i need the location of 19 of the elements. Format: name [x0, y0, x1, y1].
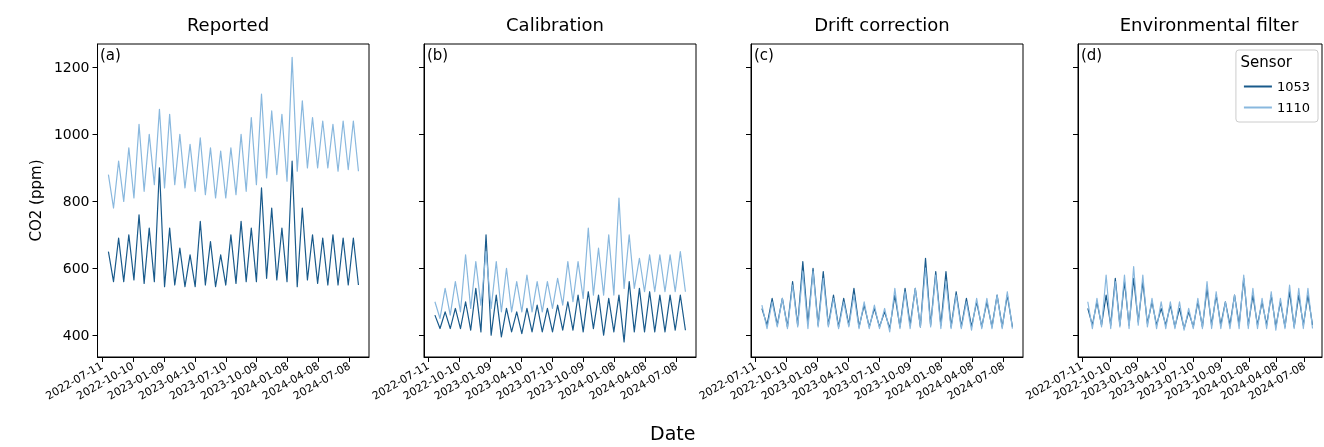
x-axis-title: Date [650, 421, 696, 444]
y-tick-label: 800 [62, 193, 90, 210]
y-tick-label: 1000 [53, 126, 90, 143]
annotation: (a) [100, 45, 121, 64]
legend-label: 1053 [1276, 79, 1311, 94]
y-tick-label: 400 [62, 327, 90, 344]
chart-title: Environmental filter [1119, 13, 1299, 35]
legend-label: 1110 [1276, 100, 1311, 115]
chart-title: Drift correction [814, 13, 950, 35]
y-tick-label: 600 [62, 260, 90, 277]
y-axis-title: CO2 (ppm) [26, 159, 45, 242]
annotation: (d) [1081, 45, 1103, 64]
chart-title: Calibration [506, 13, 604, 35]
legend-title: Sensor [1240, 52, 1293, 71]
y-tick-label: 1200 [53, 59, 90, 76]
line-series [107, 160, 360, 288]
annotation: (b) [427, 45, 449, 64]
chart-title: Reported [186, 13, 270, 35]
annotation: (c) [754, 45, 774, 64]
